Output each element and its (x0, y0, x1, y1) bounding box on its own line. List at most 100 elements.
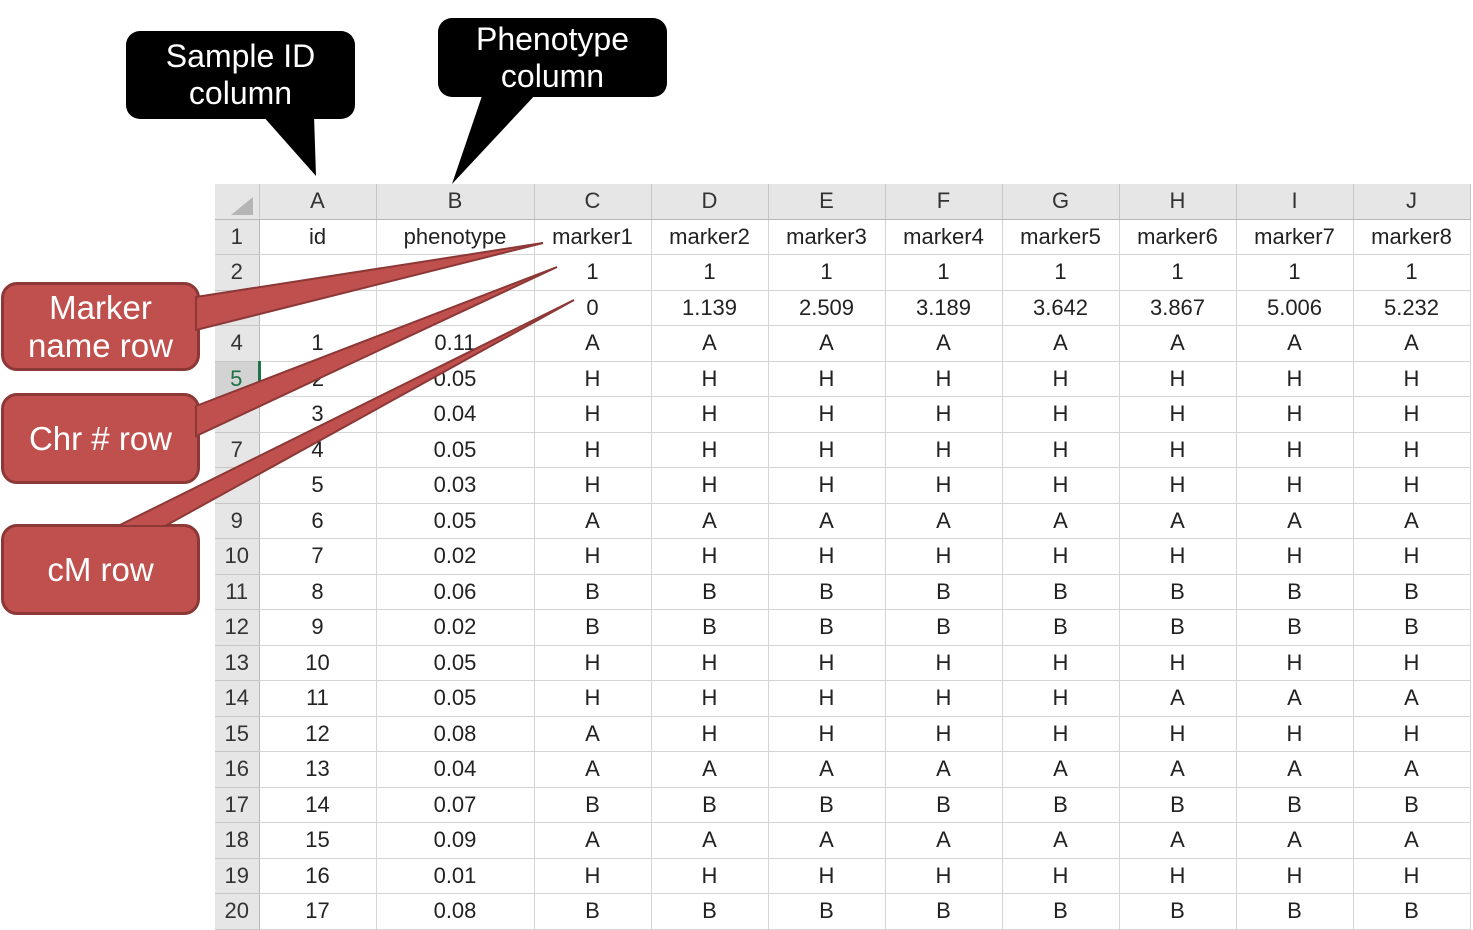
row-header[interactable] (215, 396, 260, 433)
cell-j[interactable]: A (1353, 503, 1471, 539)
cell-c[interactable]: A (534, 751, 652, 788)
cell-j[interactable]: A (1353, 751, 1471, 788)
cell-b[interactable]: 0.06 (376, 574, 535, 610)
cell-h[interactable]: 3.867 (1119, 290, 1237, 326)
cell-e[interactable]: B (768, 787, 886, 823)
column-header-b[interactable]: B (376, 184, 535, 220)
cell-d[interactable]: H (651, 467, 769, 504)
cell-d[interactable]: H (651, 432, 769, 468)
cell-b[interactable]: 0.11 (376, 325, 535, 362)
cell-f[interactable]: B (885, 893, 1003, 930)
cell-d[interactable]: H (651, 361, 769, 397)
cell-j[interactable]: B (1353, 893, 1471, 930)
cell-j[interactable]: H (1353, 467, 1471, 504)
cell-e[interactable]: H (768, 716, 886, 752)
cell-a[interactable] (259, 254, 377, 291)
cell-e[interactable]: H (768, 396, 886, 433)
cell-a[interactable]: 11 (259, 680, 377, 717)
cell-g[interactable]: A (1002, 751, 1120, 788)
cell-g[interactable]: B (1002, 893, 1120, 930)
column-header-f[interactable]: F (885, 184, 1003, 220)
cell-c[interactable]: 0 (534, 290, 652, 326)
row-header[interactable]: 20 (215, 893, 260, 930)
cell-a[interactable]: 17 (259, 893, 377, 930)
cell-d[interactable]: B (651, 609, 769, 646)
cell-g[interactable]: H (1002, 645, 1120, 681)
cell-i[interactable]: A (1236, 751, 1354, 788)
column-header-e[interactable]: E (768, 184, 886, 220)
cell-c[interactable]: A (534, 503, 652, 539)
cell-d[interactable]: marker2 (651, 219, 769, 255)
column-header-g[interactable]: G (1002, 184, 1120, 220)
cell-d[interactable]: A (651, 503, 769, 539)
cell-b[interactable] (376, 254, 535, 291)
cell-j[interactable]: 1 (1353, 254, 1471, 291)
cell-b[interactable]: 0.08 (376, 716, 535, 752)
cell-h[interactable]: B (1119, 893, 1237, 930)
cell-f[interactable]: H (885, 432, 1003, 468)
cell-d[interactable]: B (651, 787, 769, 823)
cell-d[interactable]: H (651, 680, 769, 717)
column-header-d[interactable]: D (651, 184, 769, 220)
cell-f[interactable]: A (885, 325, 1003, 362)
column-header-c[interactable]: C (534, 184, 652, 220)
cell-c[interactable]: H (534, 467, 652, 504)
cell-f[interactable]: H (885, 858, 1003, 894)
cell-d[interactable]: B (651, 574, 769, 610)
select-all-corner[interactable] (215, 184, 260, 220)
cell-b[interactable]: phenotype (376, 219, 535, 255)
cell-a[interactable]: 15 (259, 822, 377, 859)
cell-e[interactable]: H (768, 467, 886, 504)
cell-c[interactable]: H (534, 361, 652, 397)
row-header[interactable] (215, 290, 260, 326)
cell-f[interactable]: A (885, 503, 1003, 539)
row-header[interactable]: 2 (215, 254, 260, 291)
cell-i[interactable]: B (1236, 787, 1354, 823)
cell-i[interactable]: H (1236, 645, 1354, 681)
cell-d[interactable]: A (651, 325, 769, 362)
cell-g[interactable]: H (1002, 858, 1120, 894)
cell-h[interactable]: 1 (1119, 254, 1237, 291)
cell-e[interactable]: H (768, 858, 886, 894)
cell-i[interactable]: B (1236, 893, 1354, 930)
cell-h[interactable]: B (1119, 609, 1237, 646)
row-header[interactable] (215, 467, 260, 504)
cell-e[interactable]: H (768, 361, 886, 397)
cell-e[interactable]: 1 (768, 254, 886, 291)
column-header-i[interactable]: I (1236, 184, 1354, 220)
cell-f[interactable]: B (885, 609, 1003, 646)
cell-j[interactable]: H (1353, 538, 1471, 575)
cell-f[interactable]: A (885, 822, 1003, 859)
cell-c[interactable]: B (534, 787, 652, 823)
cell-e[interactable]: A (768, 503, 886, 539)
cell-g[interactable]: A (1002, 503, 1120, 539)
cell-e[interactable]: marker3 (768, 219, 886, 255)
row-header[interactable]: 1 (215, 219, 260, 255)
cell-b[interactable]: 0.02 (376, 609, 535, 646)
cell-f[interactable]: marker4 (885, 219, 1003, 255)
cell-f[interactable]: 1 (885, 254, 1003, 291)
row-header[interactable]: 5 (215, 361, 261, 397)
cell-d[interactable]: H (651, 396, 769, 433)
row-header[interactable]: 7 (215, 432, 260, 468)
cell-d[interactable]: A (651, 822, 769, 859)
cell-e[interactable]: H (768, 680, 886, 717)
cell-i[interactable]: B (1236, 574, 1354, 610)
cell-h[interactable]: H (1119, 361, 1237, 397)
cell-a[interactable]: 5 (259, 467, 377, 504)
cell-h[interactable]: H (1119, 538, 1237, 575)
cell-f[interactable]: H (885, 680, 1003, 717)
cell-d[interactable]: 1.139 (651, 290, 769, 326)
cell-e[interactable]: H (768, 432, 886, 468)
row-header[interactable]: 12 (215, 609, 260, 646)
cell-j[interactable]: H (1353, 396, 1471, 433)
cell-f[interactable]: 3.189 (885, 290, 1003, 326)
cell-j[interactable]: A (1353, 680, 1471, 717)
cell-b[interactable]: 0.02 (376, 538, 535, 575)
row-header[interactable]: 17 (215, 787, 260, 823)
cell-j[interactable]: H (1353, 716, 1471, 752)
row-header[interactable]: 18 (215, 822, 260, 859)
cell-g[interactable]: H (1002, 538, 1120, 575)
cell-i[interactable]: A (1236, 680, 1354, 717)
cell-g[interactable]: B (1002, 787, 1120, 823)
